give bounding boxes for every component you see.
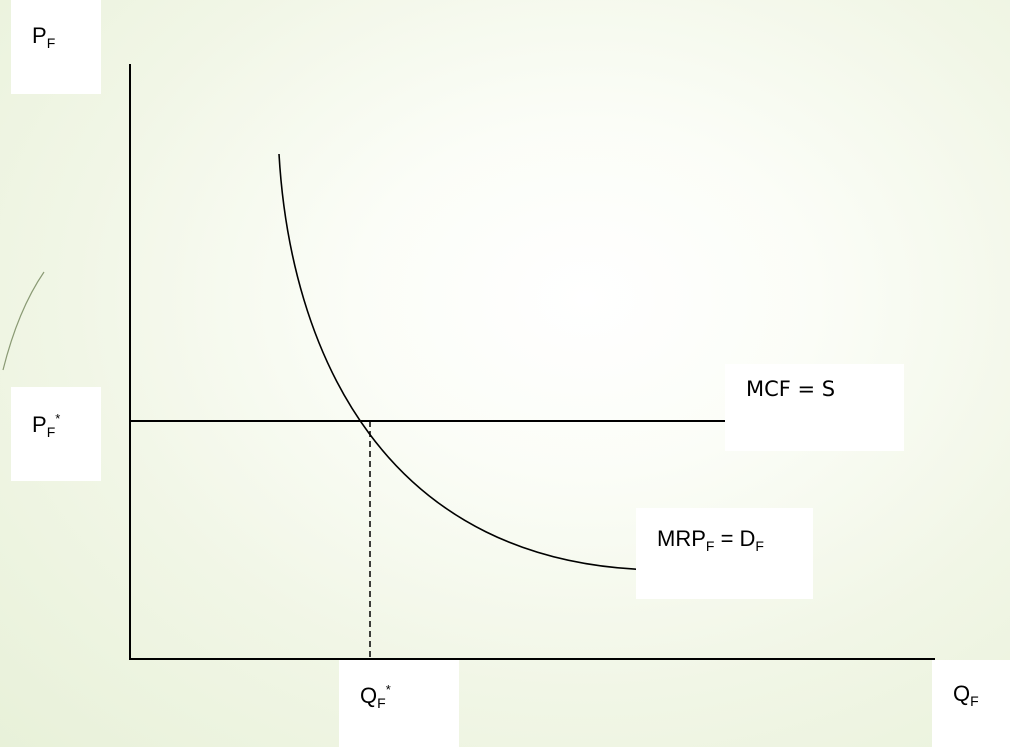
equilibrium-price-label-box: PF* bbox=[11, 387, 101, 481]
supply-curve-label-box: MCF = S bbox=[725, 364, 904, 451]
equilibrium-price-label: PF* bbox=[32, 411, 61, 440]
y-axis-label-box: PF bbox=[11, 0, 101, 94]
equilibrium-quantity-label-box: QF* bbox=[339, 660, 459, 747]
x-axis-label: QF bbox=[953, 681, 979, 709]
demand-curve-label-box: MRPF = DF bbox=[636, 508, 813, 599]
decorative-accent-line bbox=[2, 271, 45, 371]
mrp-demand-curve bbox=[278, 153, 666, 571]
y-axis-label: PF bbox=[32, 23, 56, 51]
x-axis-label-box: QF bbox=[932, 660, 1010, 747]
demand-curve-label: MRPF = DF bbox=[657, 526, 764, 554]
equilibrium-quantity-label: QF* bbox=[360, 682, 391, 711]
supply-curve-label: MCF = S bbox=[746, 377, 836, 401]
